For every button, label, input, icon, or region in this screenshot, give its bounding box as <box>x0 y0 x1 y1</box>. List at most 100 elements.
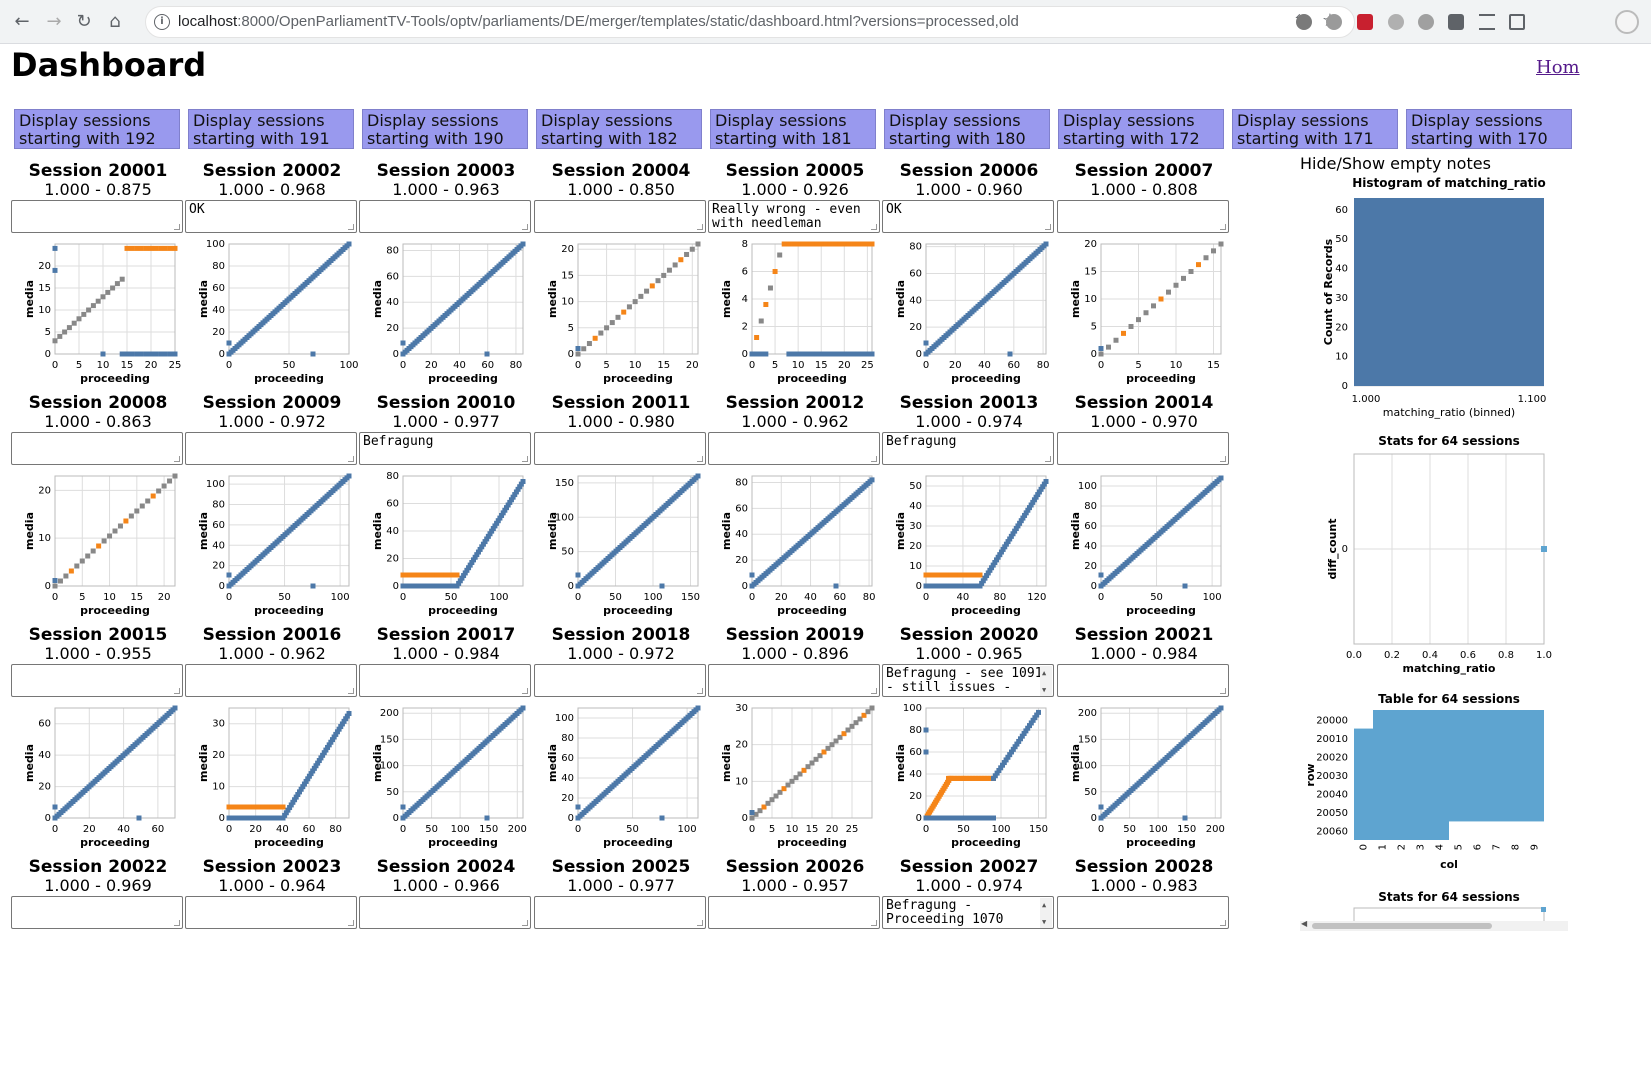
data-point <box>456 580 462 586</box>
session-note-field[interactable]: Befragung - Proceeding 1070 <box>882 896 1054 929</box>
session-note-field[interactable]: Befragung <box>882 432 1054 465</box>
home-icon[interactable]: ⌂ <box>109 11 121 32</box>
data-point <box>837 241 843 247</box>
side-panel-icon[interactable] <box>1509 14 1525 30</box>
y-tick-label: 20 <box>735 740 748 751</box>
resize-grip-icon[interactable] <box>348 920 354 926</box>
session-note-field[interactable] <box>708 432 880 465</box>
resize-grip-icon[interactable] <box>348 456 354 462</box>
session-filter-button[interactable]: Display sessions starting with 192 <box>14 109 180 149</box>
session-note-field[interactable] <box>534 200 706 233</box>
session-note-field[interactable] <box>534 896 706 929</box>
url-text[interactable]: localhost:8000/OpenParliamentTV-Tools/op… <box>178 13 1019 30</box>
resize-grip-icon[interactable] <box>174 688 180 694</box>
session-note-field[interactable] <box>708 896 880 929</box>
reload-icon[interactable]: ↻ <box>76 11 92 32</box>
button-label-line1: Display sessions <box>367 111 499 130</box>
forward-icon[interactable]: → <box>46 11 62 32</box>
session-filter-button[interactable]: Display sessions starting with 172 <box>1058 109 1224 149</box>
reading-list-icon[interactable] <box>1479 14 1495 30</box>
session-note-field[interactable] <box>1057 664 1229 697</box>
session-note-field[interactable] <box>11 896 183 929</box>
resize-grip-icon[interactable] <box>1220 224 1226 230</box>
resize-grip-icon[interactable] <box>1220 920 1226 926</box>
extension-globe-icon[interactable] <box>1326 14 1342 30</box>
resize-grip-icon[interactable] <box>697 224 703 230</box>
session-ratio: 1.000 - 0.969 <box>44 876 152 895</box>
session-filter-button[interactable]: Display sessions starting with 191 <box>188 109 354 149</box>
resize-grip-icon[interactable] <box>174 920 180 926</box>
session-note-field[interactable]: OK <box>185 200 357 233</box>
note-scrollbar[interactable] <box>1040 666 1052 696</box>
resize-grip-icon[interactable] <box>697 920 703 926</box>
resize-grip-icon[interactable] <box>348 688 354 694</box>
resize-grip-icon[interactable] <box>1045 224 1051 230</box>
session-note-field[interactable] <box>708 664 880 697</box>
session-note-field[interactable] <box>185 664 357 697</box>
resize-grip-icon[interactable] <box>1220 456 1226 462</box>
session-note-field[interactable] <box>11 664 183 697</box>
data-point <box>226 340 232 346</box>
data-point <box>495 518 501 524</box>
resize-grip-icon[interactable] <box>522 688 528 694</box>
home-link[interactable]: Hom <box>1536 57 1580 78</box>
resize-grip-icon[interactable] <box>174 456 180 462</box>
session-note-field[interactable]: Befragung <box>359 432 531 465</box>
profile-avatar[interactable] <box>1615 10 1639 34</box>
resize-grip-icon[interactable] <box>697 688 703 694</box>
toggle-empty-notes[interactable]: Hide/Show empty notes <box>1300 154 1491 173</box>
resize-grip-icon[interactable] <box>522 224 528 230</box>
session-note-field[interactable] <box>11 200 183 233</box>
session-filter-button[interactable]: Display sessions starting with 170 <box>1406 109 1572 149</box>
session-note-field[interactable] <box>1057 432 1229 465</box>
site-info-icon[interactable]: i <box>154 14 170 30</box>
horizontal-scrollbar[interactable]: ◀ <box>1300 919 1568 931</box>
resize-grip-icon[interactable] <box>1045 456 1051 462</box>
session-note-field[interactable] <box>1057 200 1229 233</box>
resize-grip-icon[interactable] <box>522 456 528 462</box>
session-note-field[interactable] <box>11 432 183 465</box>
back-icon[interactable]: ← <box>14 11 30 32</box>
extension-icon[interactable] <box>1296 14 1312 30</box>
session-note-field[interactable] <box>534 432 706 465</box>
data-point <box>1098 346 1104 351</box>
data-point <box>837 351 843 357</box>
session-note-field[interactable]: Really wrong - even with needleman <box>708 200 880 233</box>
data-point <box>400 340 406 346</box>
resize-grip-icon[interactable] <box>871 920 877 926</box>
session-note-field[interactable] <box>1057 896 1229 929</box>
y-tick-label: 40 <box>38 750 51 761</box>
resize-grip-icon[interactable] <box>348 224 354 230</box>
session-note-field[interactable] <box>359 200 531 233</box>
extensions-puzzle-icon[interactable] <box>1448 14 1464 30</box>
session-note-field[interactable] <box>359 664 531 697</box>
data-point <box>52 578 58 583</box>
session-note-field[interactable] <box>359 896 531 929</box>
data-point <box>1036 709 1041 715</box>
address-bar[interactable]: i localhost:8000/OpenParliamentTV-Tools/… <box>145 6 1355 38</box>
extension-v-icon[interactable] <box>1418 14 1434 30</box>
session-note-field[interactable] <box>185 896 357 929</box>
button-label-line1: Display sessions <box>1063 111 1195 130</box>
resize-grip-icon[interactable] <box>522 920 528 926</box>
session-note-field[interactable] <box>185 432 357 465</box>
session-filter-button[interactable]: Display sessions starting with 180 <box>884 109 1050 149</box>
resize-grip-icon[interactable] <box>871 688 877 694</box>
session-note-field[interactable] <box>534 664 706 697</box>
data-point <box>138 351 144 357</box>
resize-grip-icon[interactable] <box>174 224 180 230</box>
session-filter-button[interactable]: Display sessions starting with 171 <box>1232 109 1398 149</box>
session-filter-button[interactable]: Display sessions starting with 182 <box>536 109 702 149</box>
resize-grip-icon[interactable] <box>871 456 877 462</box>
note-scrollbar[interactable] <box>1040 898 1052 928</box>
y-tick-label: 60 <box>386 271 399 282</box>
session-filter-button[interactable]: Display sessions starting with 181 <box>710 109 876 149</box>
resize-grip-icon[interactable] <box>871 224 877 230</box>
session-filter-button[interactable]: Display sessions starting with 190 <box>362 109 528 149</box>
session-note-field[interactable]: OK <box>882 200 1054 233</box>
extension-feather-icon[interactable] <box>1388 14 1404 30</box>
ublock-icon[interactable] <box>1357 14 1373 30</box>
resize-grip-icon[interactable] <box>697 456 703 462</box>
session-note-field[interactable]: Befragung - see 1091 - still issues - <box>882 664 1054 697</box>
resize-grip-icon[interactable] <box>1220 688 1226 694</box>
